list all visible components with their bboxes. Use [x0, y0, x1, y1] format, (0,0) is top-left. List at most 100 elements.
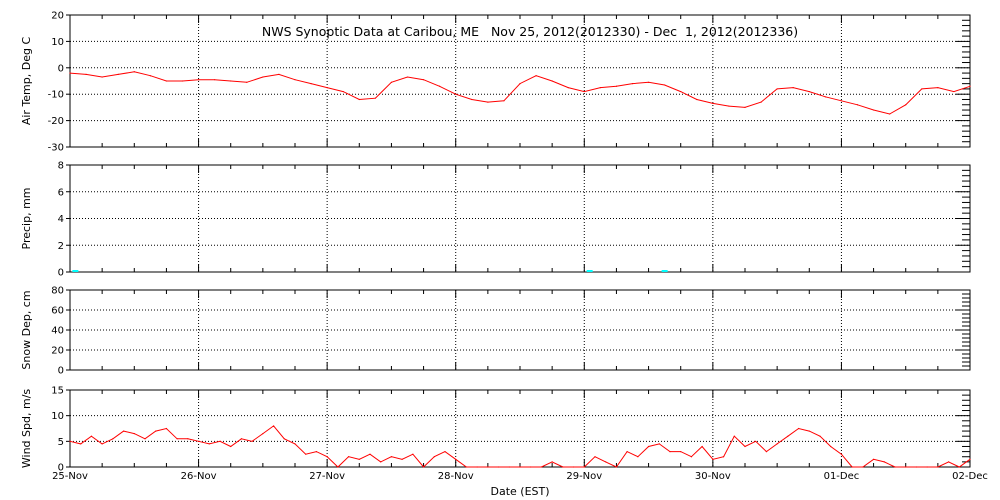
- wind-speed-point: [380, 461, 382, 463]
- air-temp-series-line: [69, 71, 971, 115]
- wind-speed-point: [637, 456, 639, 458]
- air-temp-point: [326, 87, 328, 89]
- precip-bar: [72, 270, 79, 272]
- air-temp-point: [374, 97, 376, 99]
- wind-speed-point: [605, 461, 607, 463]
- wind-speed-point: [862, 466, 864, 468]
- air-temp-point: [872, 109, 875, 111]
- x-tick-label: 02-Dec: [952, 471, 988, 482]
- air-temp-point: [728, 105, 730, 107]
- air-temp-point: [583, 90, 585, 93]
- air-temp-point: [133, 71, 135, 73]
- air-temp-point: [889, 113, 891, 115]
- air-temp-point: [647, 81, 650, 83]
- wind-speed-point: [176, 438, 178, 440]
- air-temp-point: [551, 80, 553, 82]
- wind-speed-point: [337, 466, 339, 468]
- snow-depth-frame: [69, 289, 971, 371]
- wind-speed-point: [701, 445, 703, 448]
- wind-speed-point: [851, 466, 853, 468]
- wind-speed-point: [883, 461, 885, 463]
- air-temp-point: [519, 83, 521, 85]
- air-temp-point: [856, 104, 859, 106]
- air-temp-point: [69, 72, 71, 74]
- wind-speed-point: [894, 466, 896, 468]
- air-temp-point: [808, 90, 810, 93]
- wind-speed-point: [465, 466, 468, 468]
- wind-speed-point: [69, 440, 71, 442]
- wind-speed-point: [422, 466, 425, 468]
- air-temp-point: [792, 87, 794, 89]
- air-temp-point: [712, 102, 714, 105]
- wind-speed-point: [294, 443, 296, 445]
- air-temp-point: [840, 100, 843, 102]
- wind-speed-point: [133, 433, 135, 435]
- wind-speed-point: [305, 453, 307, 455]
- wind-speed-point: [776, 443, 778, 445]
- wind-speed-point: [937, 466, 939, 468]
- snow-depth-ytick-label: 0: [58, 366, 64, 377]
- wind-speed-point: [733, 435, 735, 437]
- air-temp-point: [294, 79, 296, 81]
- wind-speed-point: [412, 453, 414, 455]
- wind-speed-point: [112, 438, 114, 440]
- precip-bar: [586, 270, 593, 272]
- wind-speed-point: [519, 466, 521, 468]
- precip-ytick-label: 8: [58, 161, 64, 172]
- wind-speed-point: [830, 445, 832, 448]
- wind-speed-point: [530, 466, 532, 468]
- wind-speed-point: [615, 466, 618, 468]
- wind-speed-point: [444, 451, 446, 453]
- wind-speed-point: [915, 466, 918, 468]
- wind-speed-ytick-label: 15: [51, 386, 64, 397]
- chart-title: NWS Synoptic Data at Caribou, ME Nov 25,…: [262, 24, 798, 39]
- wind-speed-panel: 0 5 10 15 Wind Spd, m/s: [20, 386, 971, 474]
- air-temp-point: [390, 81, 393, 83]
- air-temp-point: [664, 84, 666, 86]
- air-temp-ytick-label: -30: [48, 143, 64, 154]
- air-temp-point: [165, 80, 168, 82]
- wind-speed-point: [90, 435, 93, 437]
- air-temp-point: [744, 106, 746, 108]
- precip-bar: [661, 270, 668, 272]
- air-temp-point: [197, 79, 200, 81]
- air-temp-point: [310, 83, 312, 85]
- wind-speed-ytick-label: 5: [58, 437, 64, 448]
- wind-speed-point: [680, 451, 682, 453]
- wind-speed-point: [326, 456, 328, 458]
- x-tick-label: 27-Nov: [309, 471, 345, 482]
- wind-speed-point: [840, 453, 843, 455]
- air-temp-ytick-label: -10: [48, 90, 64, 101]
- wind-speed-point: [594, 456, 596, 458]
- wind-speed-point: [690, 456, 693, 458]
- wind-speed-point: [122, 430, 125, 432]
- precip-ytick-label: 6: [58, 187, 64, 198]
- precip-ytick-label: 0: [58, 268, 64, 279]
- wind-speed-point: [947, 461, 950, 463]
- wind-speed-point: [765, 451, 768, 453]
- wind-speed-point: [658, 443, 660, 445]
- air-temp-ytick-label: -20: [48, 116, 64, 127]
- wind-speed-point: [926, 466, 928, 468]
- wind-speed-point: [272, 425, 275, 427]
- wind-speed-point: [744, 445, 746, 448]
- air-temp-ytick-label: 10: [51, 37, 64, 48]
- wind-speed-ytick-label: 10: [51, 411, 64, 422]
- air-temp-point: [246, 81, 248, 83]
- wind-speed-point: [755, 440, 757, 442]
- x-tick-label: 29-Nov: [566, 471, 602, 482]
- wind-speed-point: [219, 440, 221, 442]
- air-temp-point: [278, 73, 280, 75]
- wind-speed-point: [508, 466, 510, 468]
- air-temp-point: [455, 93, 457, 95]
- snow-depth-ytick-label: 40: [51, 326, 64, 337]
- air-temp-point: [149, 75, 151, 77]
- x-tick-label: 01-Dec: [824, 471, 860, 482]
- air-temp-point: [117, 73, 119, 75]
- air-temp-point: [760, 101, 762, 103]
- wind-speed-point: [551, 461, 553, 463]
- air-temp-point: [696, 98, 698, 101]
- air-temp-ylabel: Air Temp, Deg C: [20, 37, 33, 126]
- wind-speed-point: [101, 443, 103, 445]
